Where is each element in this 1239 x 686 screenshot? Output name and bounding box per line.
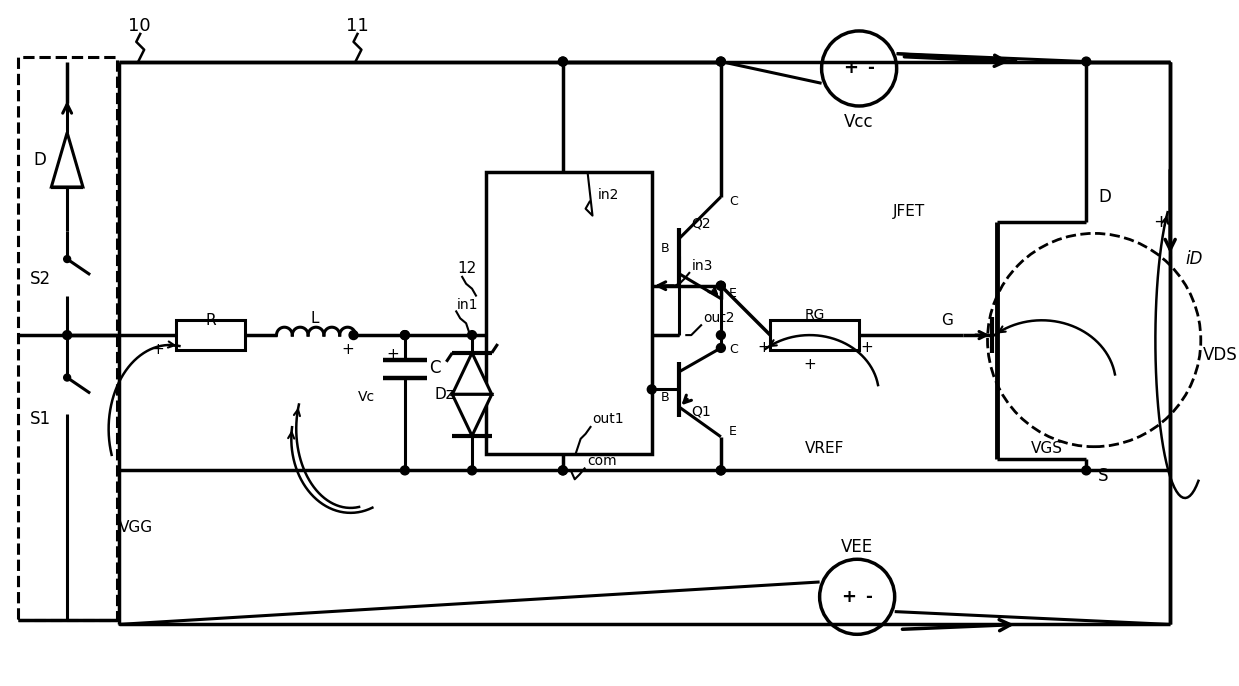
Text: +: + [341,342,354,357]
Circle shape [400,466,409,475]
Text: VDS: VDS [1203,346,1238,364]
Circle shape [716,466,725,475]
Text: +: + [843,60,857,78]
Text: B: B [660,391,669,404]
Circle shape [559,57,567,66]
Text: +: + [861,340,873,355]
Text: -: - [867,60,875,78]
Text: +: + [1152,213,1168,230]
Text: out2: out2 [703,311,735,325]
Circle shape [716,331,725,340]
Circle shape [821,31,897,106]
Circle shape [63,331,72,340]
Text: S: S [1098,467,1109,485]
Bar [486,172,652,453]
Circle shape [349,331,358,340]
Circle shape [716,281,725,290]
Text: VGG: VGG [119,520,154,535]
Text: Q2: Q2 [691,217,711,230]
Text: Q1: Q1 [691,404,711,418]
Text: out1: out1 [592,412,624,426]
Text: R: R [204,313,216,328]
Circle shape [400,331,409,340]
Circle shape [467,331,477,340]
Circle shape [716,57,725,66]
Bar [176,320,245,350]
Text: +: + [803,357,817,372]
Circle shape [820,559,895,635]
Text: RG: RG [804,308,825,322]
Text: E: E [729,425,737,438]
Circle shape [400,331,409,340]
Circle shape [716,466,725,475]
Text: iD: iD [1184,250,1202,268]
Text: E: E [729,287,737,300]
Text: S1: S1 [30,410,51,428]
Text: L: L [311,311,320,326]
Bar [771,320,859,350]
Text: C: C [430,359,441,377]
Circle shape [559,466,567,475]
Text: in3: in3 [691,259,712,273]
Polygon shape [452,353,492,394]
Text: +: + [387,347,399,362]
Circle shape [647,385,657,394]
Text: VREF: VREF [805,441,844,456]
Text: B: B [660,241,669,255]
Text: 12: 12 [457,261,477,276]
Text: VEE: VEE [841,539,873,556]
Text: +: + [841,588,856,606]
Circle shape [716,281,725,290]
Circle shape [1082,57,1090,66]
Circle shape [559,466,567,475]
Text: in2: in2 [597,188,618,202]
Polygon shape [51,132,83,187]
Text: C: C [729,344,737,357]
Text: D: D [33,152,46,169]
Text: Dz: Dz [435,387,455,402]
Circle shape [716,57,725,66]
Text: G: G [942,313,953,328]
Text: VGS: VGS [1031,441,1063,456]
Text: com: com [587,453,617,468]
Text: C: C [729,196,737,209]
Circle shape [716,344,725,353]
Circle shape [1082,466,1090,475]
Text: in1: in1 [457,298,478,313]
Circle shape [63,374,71,381]
Text: D: D [1098,188,1111,206]
Circle shape [63,256,71,263]
Text: JFET: JFET [892,204,924,219]
Circle shape [559,57,567,66]
Text: +: + [757,340,769,355]
Text: +: + [151,342,165,357]
Text: 11: 11 [346,17,368,35]
Text: -: - [866,588,872,606]
Polygon shape [452,394,492,436]
Bar [17,57,116,619]
Text: Vcc: Vcc [844,113,873,131]
Text: S2: S2 [30,270,51,288]
Text: 10: 10 [129,17,151,35]
Circle shape [467,466,477,475]
Text: Vc: Vc [358,390,375,404]
